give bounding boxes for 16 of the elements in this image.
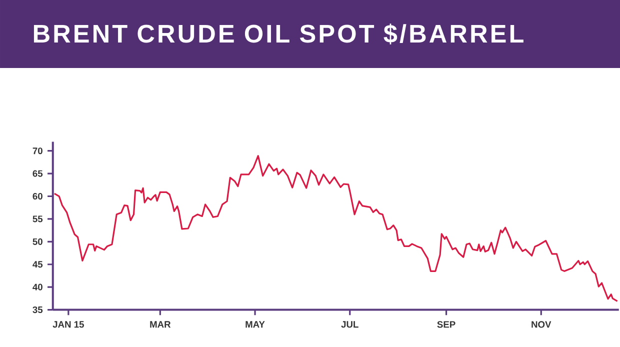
y-tick-label: 40 xyxy=(32,284,42,290)
y-tick-label: 55 xyxy=(32,216,43,222)
y-tick-label: 65 xyxy=(32,170,43,177)
x-tick-label: SEP xyxy=(437,321,456,328)
x-tick-label: MAY xyxy=(246,321,265,328)
y-tick-label: 70 xyxy=(32,148,42,154)
y-tick-label: 45 xyxy=(32,261,43,268)
y-tick-label: 60 xyxy=(32,192,42,200)
line-series xyxy=(54,155,618,302)
y-tick-label: 35 xyxy=(32,306,43,314)
y-tick-label: 50 xyxy=(32,238,42,245)
x-tick-label: JAN 15 xyxy=(52,321,84,328)
x-tick-label: NOV xyxy=(532,321,552,328)
chart-title: BRENT CRUDE OIL SPOT $/BARREL xyxy=(34,24,524,44)
x-tick-label: MAR xyxy=(150,321,171,328)
x-tick-label: JUL xyxy=(341,321,358,328)
